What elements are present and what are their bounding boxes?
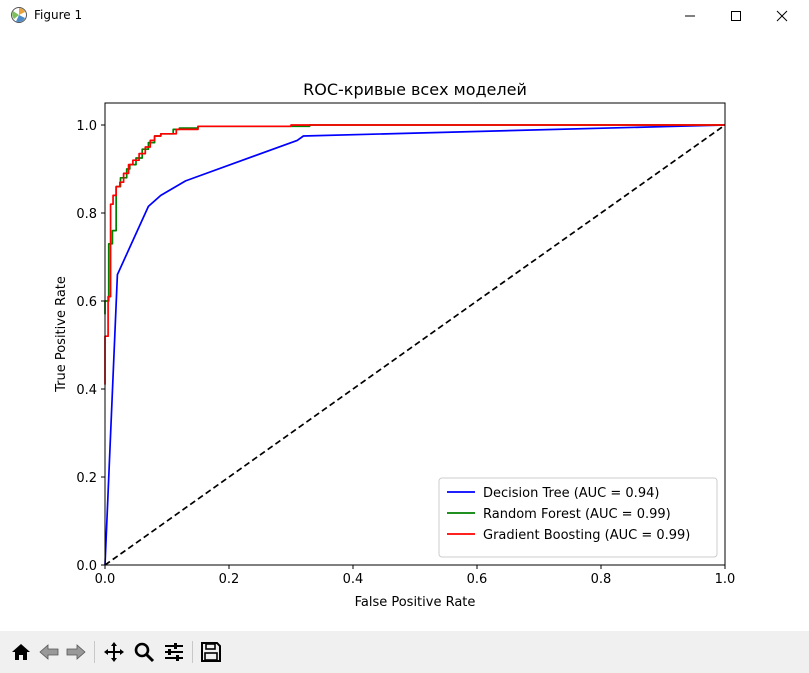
- axes-frame: [104, 102, 726, 566]
- pan-button[interactable]: [101, 639, 127, 665]
- arrow-right-icon: [66, 644, 86, 660]
- diagonal-reference-line: [104, 124, 726, 566]
- y-tick-label: 0.2: [76, 471, 97, 486]
- zoom-button[interactable]: [131, 639, 157, 665]
- legend-label: Gradient Boosting (AUC = 0.99): [483, 528, 690, 543]
- y-tick-label: 0.4: [76, 383, 97, 398]
- series-line-1: [104, 124, 725, 315]
- y-tick-label: 0.0: [76, 559, 97, 574]
- x-axis-label: False Positive Rate: [355, 595, 476, 610]
- close-icon: [776, 10, 788, 21]
- toolbar-separator: [192, 641, 193, 663]
- floppy-disk-icon: [201, 642, 221, 662]
- x-tick-label: 0.0: [95, 572, 116, 587]
- window-title: Figure 1: [34, 8, 83, 22]
- magnifier-icon: [134, 642, 155, 663]
- forward-button[interactable]: [63, 639, 89, 665]
- x-tick-label: 0.6: [467, 572, 488, 587]
- plot-area: 0.0 0.2 0.4 0.6 0.8 1.0 0.0 0.2 0.4 0.6 0.8 1.0 Deci…: [76, 102, 736, 587]
- configure-subplots-button[interactable]: [161, 639, 187, 665]
- x-tick-label: 0.8: [591, 572, 612, 587]
- y-axis-label: True Positive Rate: [54, 276, 69, 393]
- navigation-toolbar: [0, 631, 809, 673]
- move-icon: [104, 642, 124, 662]
- sliders-icon: [165, 643, 183, 661]
- matplotlib-icon: [11, 7, 27, 23]
- home-icon: [12, 644, 30, 660]
- toolbar-separator: [94, 641, 95, 663]
- y-tick-label: 0.8: [76, 207, 97, 222]
- maximize-icon: [731, 10, 741, 21]
- y-tick-label: 0.6: [76, 295, 97, 310]
- minimize-button[interactable]: [667, 0, 713, 31]
- back-button[interactable]: [36, 639, 62, 665]
- legend-box: [438, 477, 718, 558]
- close-button[interactable]: [759, 0, 805, 31]
- figure-canvas[interactable]: ROC-кривые всех моделей 0.0 0.2 0.4 0.6 0.8 1…: [5, 31, 804, 631]
- legend-label: Random Forest (AUC = 0.99): [483, 507, 671, 522]
- x-tick-label: 1.0: [715, 572, 736, 587]
- home-button[interactable]: [8, 639, 34, 665]
- roc-chart: ROC-кривые всех моделей 0.0 0.2 0.4 0.6 0.8 1…: [54, 80, 736, 610]
- arrow-left-icon: [39, 644, 59, 660]
- window-titlebar: Figure 1: [0, 0, 809, 31]
- legend-label: Decision Tree (AUC = 0.94): [483, 486, 659, 501]
- series-line-2: [104, 124, 725, 385]
- y-tick-label: 1.0: [76, 119, 97, 134]
- x-tick-label: 0.4: [343, 572, 364, 587]
- series-line-0: [104, 124, 726, 566]
- chart-title: ROC-кривые всех моделей: [303, 80, 527, 99]
- x-tick-label: 0.2: [219, 572, 240, 587]
- save-button[interactable]: [198, 639, 224, 665]
- maximize-button[interactable]: [713, 0, 759, 31]
- minimize-icon: [685, 15, 695, 16]
